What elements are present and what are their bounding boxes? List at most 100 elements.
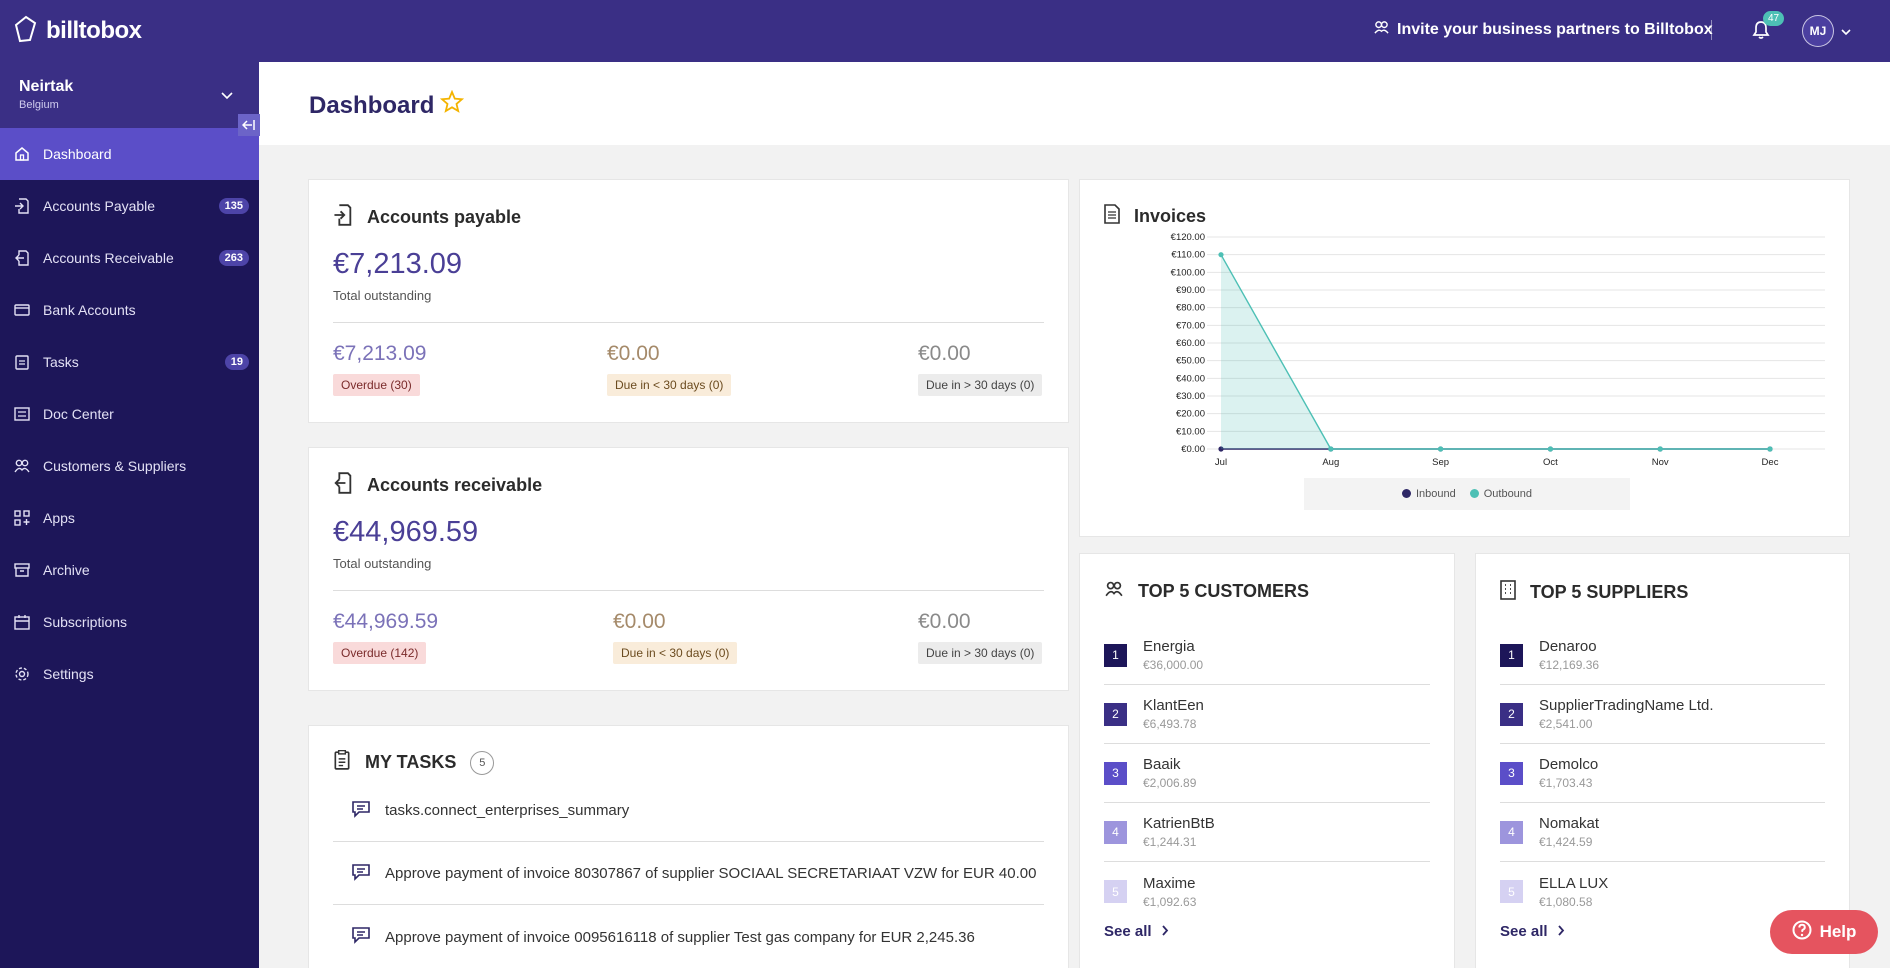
sidebar-item-bank-accounts[interactable]: Bank Accounts [0,284,259,336]
y-tick-label: €80.00 [1176,303,1205,314]
supplier-row[interactable]: 4 Nomakat €1,424.59 [1500,803,1825,862]
supplier-row[interactable]: 1 Denaroo €12,169.36 [1500,626,1825,685]
sidebar-item-label: Dashboard [43,146,112,162]
sidebar-item-subscriptions[interactable]: Subscriptions [0,596,259,648]
data-point-outbound [1657,446,1663,452]
chevron-right-icon [1557,923,1565,940]
supplier-amount: €12,169.36 [1539,658,1600,672]
people-icon [14,458,30,474]
customer-row[interactable]: 5 Maxime €1,092.63 [1104,862,1430,921]
receivable-due-gt30-badge[interactable]: Due in > 30 days (0) [918,642,1043,664]
task-item[interactable]: Approve payment of invoice 0095616118 of… [333,906,1044,968]
see-all-label: See all [1104,923,1152,940]
y-tick-label: €110.00 [1171,250,1205,261]
payable-due-lt30-badge[interactable]: Due in < 30 days (0) [607,374,732,396]
y-tick-label: €120.00 [1171,232,1205,243]
payable-due-lt30-amount[interactable]: €0.00 [607,342,660,365]
supplier-row[interactable]: 3 Demolco €1,703.43 [1500,744,1825,803]
sidebar-item-accounts-receivable[interactable]: Accounts Receivable 263 [0,232,259,284]
payable-overdue-amount[interactable]: €7,213.09 [333,342,427,365]
sidebar-nav: Dashboard Accounts Payable 135 Accounts … [0,128,259,700]
series-area-outbound [1221,254,1770,449]
legend-item-outbound[interactable]: Outbound [1469,488,1533,500]
tasks-count-badge: 5 [470,750,495,775]
comment-icon [351,800,371,822]
payable-total[interactable]: €7,213.09 [333,248,463,280]
customer-row[interactable]: 2 KlantEen €6,493.78 [1104,685,1430,744]
customer-row[interactable]: 1 Energia €36,000.00 [1104,626,1430,685]
chevron-right-icon [1161,923,1169,940]
receivable-due-lt30-badge[interactable]: Due in < 30 days (0) [613,642,738,664]
supplier-amount: €1,703.43 [1539,776,1593,790]
y-tick-label: €20.00 [1176,409,1205,420]
supplier-info: Denaroo €12,169.36 [1539,638,1599,672]
legend-item-inbound[interactable]: Inbound [1401,488,1456,500]
chevron-down-icon[interactable] [1841,23,1851,41]
count-badge: 263 [218,250,249,266]
legend-label: Outbound [1483,488,1533,500]
invoices-chart[interactable]: €0.00 €10.00 €20.00 €30.00 €40.00 €50.00 €60.0… [1080,226,1851,516]
help-button[interactable]: Help [1770,910,1878,954]
supplier-row[interactable]: 2 SupplierTradingName Ltd. €2,541.00 [1500,685,1825,744]
sidebar-item-settings[interactable]: Settings [0,648,259,700]
payable-due-gt30-badge[interactable]: Due in > 30 days (0) [918,374,1043,396]
organization-switcher[interactable]: Neirtak Belgium [0,62,259,128]
legend-dot [1401,489,1411,498]
y-tick-label: €40.00 [1176,373,1205,384]
receivable-overdue-badge[interactable]: Overdue (142) [333,642,427,664]
y-tick-label: €0.00 [1181,444,1205,455]
doc-in-icon [14,198,30,214]
invoices-title: Invoices [1134,206,1207,226]
avatar[interactable]: MJ [1802,15,1834,47]
receivable-total-label: Total outstanding [333,556,432,571]
receivable-total[interactable]: €44,969.59 [333,516,479,548]
customer-name: KlantEen [1143,697,1204,714]
notifications-badge: 47 [1763,11,1785,26]
logo[interactable]: billtobox [0,15,259,48]
help-label: Help [1819,922,1857,941]
task-item[interactable]: Approve payment of invoice 80307867 of s… [333,843,1044,905]
card-icon [14,302,30,318]
see-all-suppliers-link[interactable]: See all [1500,923,1565,940]
supplier-name: SupplierTradingName Ltd. [1539,697,1714,714]
doc-out-icon [14,250,30,266]
rank-badge: 4 [1104,820,1127,844]
sidebar-item-apps[interactable]: Apps [0,492,259,544]
card-title: Accounts payable [333,204,521,231]
sidebar-item-archive[interactable]: Archive [0,544,259,596]
sidebar-item-label: Settings [43,666,94,682]
y-tick-label: €10.00 [1176,426,1205,437]
accounts-payable-card: Accounts payable €7,213.09 Total outstan… [308,179,1069,423]
receivable-due-gt30-amount[interactable]: €0.00 [918,610,971,633]
receivable-overdue-amount[interactable]: €44,969.59 [333,610,439,633]
invite-partners-link[interactable]: Invite your business partners to Billtob… [1374,20,1713,40]
customer-row[interactable]: 4 KatrienBtB €1,244.31 [1104,803,1430,862]
task-item[interactable]: tasks.connect_enterprises_summary [333,780,1044,842]
customer-info: Maxime €1,092.63 [1143,875,1196,909]
receivable-due-lt30-amount[interactable]: €0.00 [613,610,666,633]
payable-overdue-badge[interactable]: Overdue (30) [333,374,420,396]
supplier-info: ELLA LUX €1,080.58 [1539,875,1608,909]
customer-row[interactable]: 3 Baaik €2,006.89 [1104,744,1430,803]
sidebar-item-tasks[interactable]: Tasks 19 [0,336,259,388]
payable-due-gt30-amount[interactable]: €0.00 [918,342,971,365]
comment-icon [351,926,371,948]
logo-icon [12,15,38,48]
comment-icon [351,863,371,885]
payable-total-label: Total outstanding [333,288,432,303]
star-icon[interactable] [440,89,465,121]
x-tick-label: Nov [1652,457,1669,468]
customer-amount: €1,244.31 [1143,835,1197,849]
receivable-title: Accounts receivable [367,475,543,495]
data-point-outbound [1438,446,1444,452]
customer-amount: €2,006.89 [1143,776,1197,790]
see-all-customers-link[interactable]: See all [1104,923,1169,940]
supplier-row[interactable]: 5 ELLA LUX €1,080.58 [1500,862,1825,921]
sidebar-item-dashboard[interactable]: Dashboard [0,128,259,180]
sidebar-item-doc-center[interactable]: Doc Center [0,388,259,440]
sidebar-item-customers-suppliers[interactable]: Customers & Suppliers [0,440,259,492]
sidebar-item-accounts-payable[interactable]: Accounts Payable 135 [0,180,259,232]
collapse-sidebar-button[interactable] [238,114,260,136]
top-bar: billtobox Invite your business partners … [0,0,1890,62]
archive-icon [14,562,30,578]
